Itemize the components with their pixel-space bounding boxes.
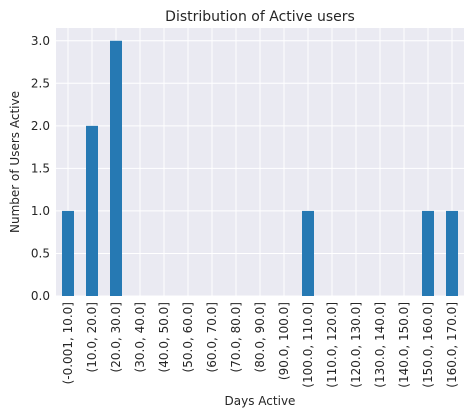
x-tick-label: (40.0, 50.0] — [157, 302, 171, 372]
x-tick-labels: (-0.001, 10.0] (10.0, 20.0] (20.0, 30.0] (3… — [61, 302, 459, 388]
x-tick-label: (30.0, 40.0] — [133, 302, 147, 372]
x-tick-label: (160.0, 170.0] — [445, 302, 459, 388]
bar — [302, 210, 314, 296]
bar — [110, 40, 122, 297]
x-axis-label: Days Active — [225, 394, 296, 408]
x-tick-label: (90.0, 100.0] — [277, 302, 291, 380]
x-tick-label: (110.0, 120.0] — [325, 302, 339, 388]
bar — [86, 125, 98, 296]
x-tick-label: (20.0, 30.0] — [109, 302, 123, 372]
x-tick-label: (50.0, 60.0] — [181, 302, 195, 372]
chart-title: Distribution of Active users — [165, 9, 355, 25]
x-tick-label: (100.0, 110.0] — [301, 302, 315, 388]
y-tick-label: 1.0 — [31, 204, 50, 218]
x-tick-label: (150.0, 160.0] — [421, 302, 435, 388]
bar — [422, 210, 434, 296]
bar — [446, 210, 458, 296]
x-tick-label: (-0.001, 10.0] — [61, 302, 75, 384]
x-tick-label: (80.0, 90.0] — [253, 302, 267, 372]
bar — [62, 210, 74, 296]
y-tick-label: 0.0 — [31, 289, 50, 303]
x-tick-label: (130.0, 140.0] — [373, 302, 387, 388]
y-tick-label: 0.5 — [31, 246, 50, 260]
y-tick-label: 2.0 — [31, 119, 50, 133]
y-tick-label: 1.5 — [31, 161, 50, 175]
x-tick-label: (120.0, 130.0] — [349, 302, 363, 388]
x-tick-label: (60.0, 70.0] — [205, 302, 219, 372]
y-axis-label: Number of Users Active — [8, 91, 22, 233]
x-tick-label: (140.0, 150.0] — [397, 302, 411, 388]
y-tick-label: 3.0 — [31, 34, 50, 48]
x-tick-label: (10.0, 20.0] — [85, 302, 99, 372]
bars — [62, 40, 458, 297]
y-tick-labels: 0.0 0.5 1.0 1.5 2.0 2.5 3.0 — [31, 34, 50, 303]
y-tick-label: 2.5 — [31, 76, 50, 90]
x-tick-label: (70.0, 80.0] — [229, 302, 243, 372]
